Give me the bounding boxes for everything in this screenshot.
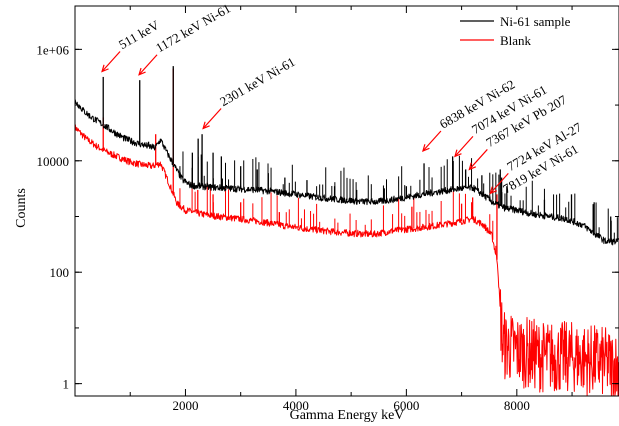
x-axis: 2000 4000 6000 8000 — [129, 6, 573, 413]
series-line-blank — [74, 124, 619, 397]
legend-label-0: Ni-61 sample — [500, 14, 571, 29]
annotation-arrow-line — [101, 51, 121, 72]
annotation-arrow-line — [202, 108, 222, 129]
annotation-arrow-head — [489, 186, 498, 195]
series-line-ni61-sample — [74, 99, 619, 246]
legend: Ni-61 sample Blank — [456, 10, 584, 50]
y-tick-label-1: 1 — [63, 377, 70, 392]
x-tick-label-4000: 4000 — [283, 398, 309, 413]
x-tick-label-2000: 2000 — [172, 398, 198, 413]
x-tick-label-6000: 6000 — [393, 398, 419, 413]
annotation-arrow-line — [422, 130, 442, 152]
annotation-arrow-line — [489, 172, 509, 194]
annotation-arrow-head — [101, 64, 109, 73]
y-tick-label-100: 100 — [50, 265, 70, 280]
x-tick-label-8000: 8000 — [504, 398, 530, 413]
legend-label-1: Blank — [500, 33, 532, 48]
annotation-arrow-head — [422, 144, 430, 152]
x-axis-label: Gamma Energy keV — [290, 408, 405, 423]
y-tick-label-10000: 10000 — [37, 154, 70, 169]
annotation-arrow-head — [468, 162, 477, 171]
frame-group — [74, 5, 619, 397]
annotation-arrow-line — [138, 54, 158, 76]
y-tick-label-1000000: 1e+06 — [36, 42, 69, 57]
plot-frame — [74, 5, 619, 397]
y-axis: 1 100 10000 1e+06 — [36, 42, 619, 392]
y-axis-label: Counts — [14, 188, 29, 228]
annotation-arrow-head — [138, 67, 146, 76]
annotation-arrow-line — [468, 149, 488, 170]
annotation-arrow-line — [454, 135, 474, 157]
series-group — [74, 66, 619, 397]
legend-box — [456, 10, 584, 50]
annotation-arrow-head — [202, 121, 210, 130]
series-minor-peaks-blank — [179, 180, 497, 255]
annotation-arrow-head — [454, 149, 462, 158]
